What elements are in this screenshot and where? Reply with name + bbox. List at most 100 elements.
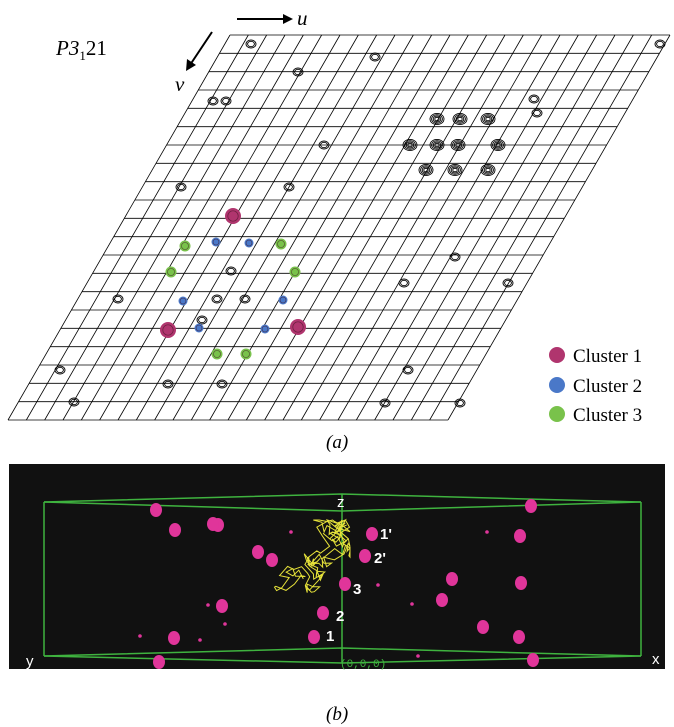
grid-line-v	[429, 34, 653, 421]
anomalous-peak	[514, 529, 526, 543]
density-contour	[285, 183, 293, 191]
density-contour	[453, 141, 463, 149]
density-contour	[207, 96, 219, 106]
cluster-3-peak-ring	[167, 268, 175, 276]
density-contour	[225, 266, 237, 276]
y-axis-label: y	[26, 653, 34, 670]
density-contour	[404, 366, 412, 374]
grid-line-v	[282, 34, 506, 421]
density-contour	[429, 138, 445, 152]
v-axis-arrow	[186, 31, 213, 71]
caption-b: (b)	[326, 704, 348, 725]
anomalous-peak-small	[416, 654, 420, 658]
density-contour	[241, 295, 249, 303]
density-contour	[485, 116, 491, 122]
anomalous-peak-small	[206, 603, 210, 607]
density-contour	[431, 114, 443, 124]
cluster-2-peak-ring	[261, 325, 269, 333]
density-contour	[504, 279, 512, 287]
u-axis-label: u	[297, 6, 308, 30]
anomalous-peak-small	[485, 530, 489, 534]
cluster-2-peak-ring	[279, 296, 287, 304]
density-contour	[528, 94, 540, 104]
backbone-trace-path	[273, 518, 351, 593]
grid-line-v	[227, 34, 451, 421]
density-contour	[495, 142, 501, 148]
density-contour	[405, 141, 415, 149]
density-contour	[379, 398, 391, 408]
density-contour	[114, 295, 122, 303]
density-contour	[420, 165, 432, 175]
panel-a: P3121 u v Cluster 1 Cluster 2 Clust	[7, 6, 671, 453]
cluster-1-peak-ring	[162, 324, 174, 336]
origin-label: (0,0,0)	[340, 659, 386, 671]
cluster-1-peak-ring	[292, 321, 304, 333]
density-contour	[247, 40, 255, 48]
density-contour	[451, 253, 459, 261]
density-contour	[450, 138, 466, 152]
anomalous-peak-small	[410, 602, 414, 606]
density-contour	[112, 294, 124, 304]
density-contour	[175, 182, 187, 192]
anomalous-peak-small	[376, 583, 380, 587]
density-contour	[454, 114, 466, 124]
density-contour	[239, 294, 251, 304]
grid-line-v	[190, 34, 414, 421]
anomalous-peak	[366, 527, 378, 541]
density-contours	[54, 39, 666, 408]
anomalous-peak-small	[198, 638, 202, 642]
peak-label-2-prime: 2'	[374, 550, 386, 567]
grid-line-v	[80, 34, 304, 421]
density-contour	[431, 140, 443, 150]
anomalous-peak	[359, 549, 371, 563]
cluster-3-peak-ring	[181, 242, 189, 250]
density-contour	[318, 140, 330, 150]
cluster-1-peak-ring	[227, 210, 239, 222]
density-contour	[483, 115, 493, 123]
anomalous-peak	[525, 499, 537, 513]
density-contour	[482, 114, 494, 124]
grid-line-v	[245, 34, 469, 421]
density-contour	[320, 141, 328, 149]
density-contour	[213, 295, 221, 303]
density-contour	[54, 365, 66, 375]
anomalous-peak	[339, 577, 351, 591]
grid-line-v	[319, 34, 543, 421]
density-contour	[211, 294, 223, 304]
density-contour	[480, 163, 496, 177]
cluster-3-peak	[275, 238, 287, 250]
cluster-2-swatch	[549, 377, 565, 393]
density-contour	[449, 165, 461, 175]
density-contour	[502, 278, 514, 288]
grid-line-v	[99, 34, 323, 421]
anomalous-peak	[317, 606, 329, 620]
density-contour	[400, 279, 408, 287]
density-contour	[531, 108, 543, 118]
anomalous-peak	[477, 620, 489, 634]
density-contour	[162, 379, 174, 389]
density-contour	[452, 140, 464, 150]
density-contour	[227, 267, 235, 275]
anomalous-peak	[436, 593, 448, 607]
density-contour	[447, 163, 463, 177]
anomalous-peak-small	[138, 634, 142, 638]
density-contour	[407, 142, 413, 148]
grid-line-v	[355, 34, 579, 421]
density-contour	[70, 398, 78, 406]
peak-label-3: 3	[353, 581, 361, 598]
density-contour	[656, 40, 664, 48]
grid-line-v	[7, 34, 231, 421]
anomalous-peak	[168, 631, 180, 645]
density-contour	[429, 112, 445, 126]
density-contour	[483, 166, 493, 174]
anomalous-peak-small	[289, 530, 293, 534]
unit-cell-grid	[7, 34, 671, 421]
cluster-3-peak	[211, 348, 223, 360]
density-contour	[457, 116, 463, 122]
density-contour	[492, 140, 504, 150]
grid-line-v	[62, 34, 286, 421]
cluster-3-peak	[289, 266, 301, 278]
anomalous-peak	[153, 655, 165, 669]
density-contour	[480, 112, 496, 126]
